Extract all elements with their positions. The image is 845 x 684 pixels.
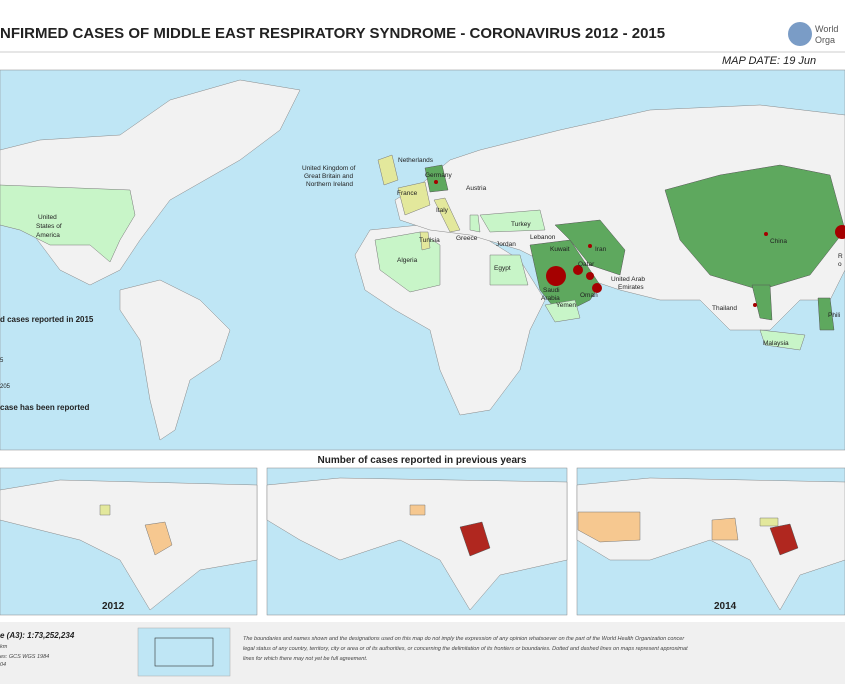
country-label: Greece [456,235,478,242]
china [664,164,845,291]
locator-map [137,627,231,677]
country-label: Emirates [618,284,644,291]
insets-title: Number of cases reported in previous yea… [318,455,527,466]
who-logo [788,22,812,46]
greece [469,214,481,233]
country-label: o [838,261,842,268]
usa [0,184,136,263]
inset-country [711,517,739,541]
inset-year: 2012 [102,601,125,612]
country-label: United Arab [611,276,645,283]
country-label: Phili [828,312,840,319]
country-label: Great Britain and [304,173,354,180]
uk [377,154,399,186]
france [397,181,431,216]
country-label: Netherlands [398,157,434,164]
footer-bg [0,622,845,684]
footer: e (A3): 1:73,252,234 km es: GCS WGS 1984… [0,622,845,684]
projection: es: GCS WGS 1984 [0,654,49,660]
inset-country [144,521,173,556]
country-label: Iran [595,246,607,253]
country-label: China [770,238,787,245]
case-circle [592,283,602,293]
legend-label: 205 [0,384,11,390]
country-label: Austria [466,185,487,192]
disclaimer: legal status of any country, territory, … [243,646,688,652]
case-circle [588,244,592,248]
turkey [479,209,546,233]
malaysia [759,329,806,351]
case-circle [835,225,845,239]
country-label: Saudi [543,287,560,294]
country-label: Algeria [397,257,418,264]
inset-country [577,511,641,543]
inset-land [576,477,845,611]
case-circle [573,265,583,275]
country-label: Lebanon [530,234,556,241]
inset-year: 2014 [714,601,737,612]
country-label: Yemen [556,302,576,309]
italy [433,197,461,233]
south-america [119,279,231,441]
legend-label: case has been reported [0,403,89,412]
country-label: Tunisia [419,237,440,244]
code: 04 [0,662,6,668]
country-label: States of [36,223,62,230]
unit: km [0,644,8,650]
map-date: MAP DATE: 19 Jun [722,55,816,67]
yemen [544,299,581,323]
locator-frame [154,637,214,667]
title: NFIRMED CASES OF MIDDLE EAST RESPIRATORY… [0,25,665,42]
country-label: Turkey [511,221,531,228]
philippines [817,297,835,331]
case-circle [764,232,768,236]
case-circle [586,272,594,280]
country-label: Northern Ireland [306,181,353,188]
country-label: Oman [580,292,598,299]
scale: e (A3): 1:73,252,234 [0,631,75,640]
legend-label: 5 [0,358,4,364]
country-labels: United Kingdom of Great Britain and Nort… [36,157,843,347]
disclaimer: lines for which there may not yet be ful… [243,656,367,662]
country-label: Germany [425,172,452,179]
country-label: United [38,214,57,221]
tunisia [419,231,431,251]
inset-land [266,477,568,611]
country-label: Malaysia [763,340,789,347]
inset-country [759,517,779,527]
case-circle [546,266,566,286]
inset-country [99,504,111,516]
country-label: Kuwait [550,246,570,253]
country-label: France [397,190,418,197]
country-label: Qatar [578,261,595,268]
country-label: Arabia [541,295,560,302]
case-circle [434,180,438,184]
who-text: World [815,24,838,34]
who-text: Orga [815,35,835,45]
case-circle [753,303,757,307]
country-label: Thailand [712,305,737,312]
country-label: Italy [436,207,449,214]
germany [424,164,449,193]
main-map [0,69,845,451]
thailand [751,284,773,321]
country-label: Jordan [496,241,516,248]
legend-title: d cases reported in 2015 [0,315,94,324]
country-label: America [36,232,60,239]
disclaimer: The boundaries and names shown and the d… [243,636,685,642]
country-label: Egypt [494,265,511,272]
insets: 2012 2014 [0,467,845,616]
inset-country [409,504,426,516]
egypt [489,254,529,286]
inset-country [769,523,799,556]
country-label: R [838,253,843,260]
legend: d cases reported in 2015 5 205 case has … [0,315,94,412]
inset-land [0,479,258,611]
country-label: United Kingdom of [302,165,356,172]
inset-country [459,521,491,557]
